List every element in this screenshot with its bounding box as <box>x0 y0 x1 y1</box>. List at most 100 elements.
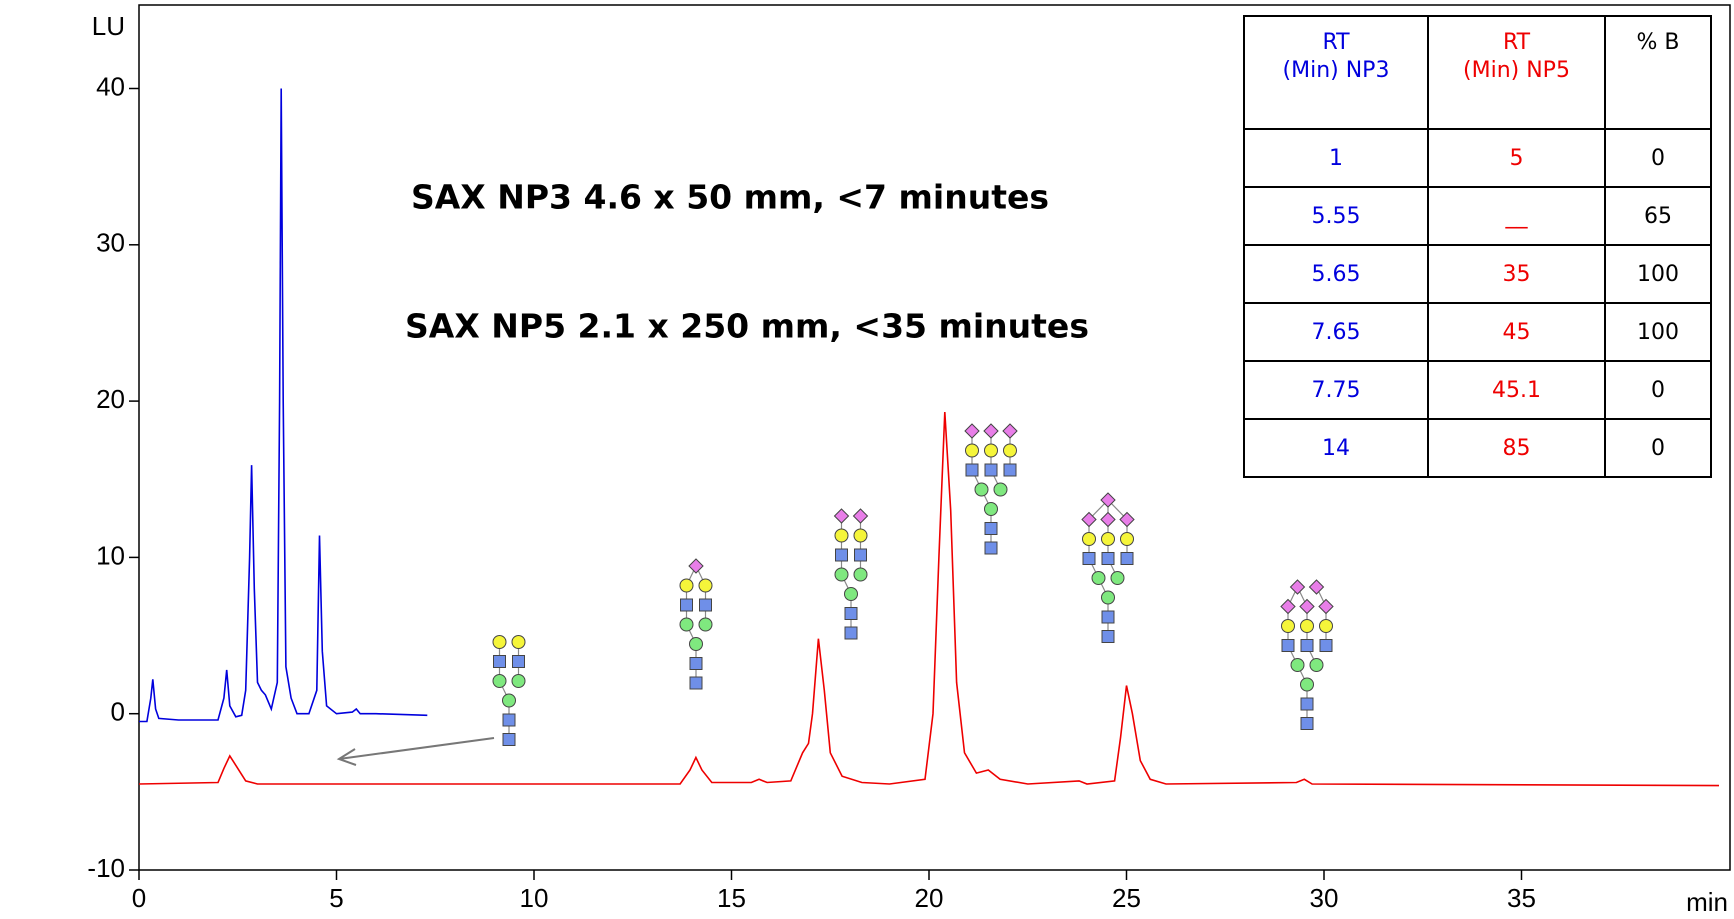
table-row: 5.55 __ 65 <box>1243 186 1712 246</box>
glycan-square <box>844 626 858 640</box>
glycan-circle <box>502 693 516 708</box>
glycan-square <box>1300 639 1314 652</box>
glycan-square <box>689 676 703 690</box>
glycan-diamond <box>964 423 980 439</box>
x-tick-label: 20 <box>915 883 944 913</box>
glycan-circle <box>1290 658 1305 672</box>
glycan-circle <box>834 567 849 582</box>
header-cell: % B <box>1604 15 1712 130</box>
table-cell: 35 <box>1427 244 1606 304</box>
glycan-square <box>689 657 703 670</box>
glycan-square <box>502 713 516 727</box>
glycan-circle <box>679 578 694 593</box>
glycan-circle <box>974 482 989 497</box>
x-tick-label: 25 <box>1112 883 1141 913</box>
glycan-circle <box>1300 677 1314 692</box>
glycan-diamond <box>1289 579 1306 595</box>
header-cell: RT (Min) NP3 <box>1243 15 1429 130</box>
table-cell: 0 <box>1604 418 1712 478</box>
glycan-circle <box>834 528 849 543</box>
header-text: RT <box>1502 30 1531 55</box>
trace <box>138 411 1720 787</box>
x-tick-label: 15 <box>717 883 746 913</box>
glycan-square <box>854 548 867 562</box>
glycan-diamond <box>833 508 850 524</box>
table-cell: 14 <box>1243 418 1429 478</box>
glycan-square <box>1281 639 1295 652</box>
glycan-diamond <box>1318 598 1334 615</box>
y-tick-label: 30 <box>96 228 125 258</box>
glycan-circle <box>1300 619 1314 633</box>
header-text: (Min) NP3 <box>1282 58 1390 83</box>
glycan-circle <box>984 502 998 516</box>
glycan-circle <box>1120 532 1134 546</box>
table-cell: 100 <box>1604 302 1712 362</box>
glycan-square <box>1101 610 1115 624</box>
y-tick-label: 20 <box>96 384 125 414</box>
glycan-circle <box>853 567 868 582</box>
x-tick-label: 0 <box>132 883 146 913</box>
glycan-square <box>1319 639 1333 652</box>
glycan-diamond <box>1308 579 1325 595</box>
y-axis-label: LU <box>92 11 125 41</box>
glycan-square <box>699 598 712 612</box>
table-cell: 1 <box>1243 128 1429 188</box>
header-text: RT <box>1322 30 1350 55</box>
arrow-head <box>336 748 357 766</box>
table-cell: 5 <box>1427 128 1606 188</box>
glycan-circle <box>698 617 713 632</box>
glycan-circle <box>679 617 694 632</box>
glycan-diamond <box>983 423 999 439</box>
glycan-square <box>680 598 693 612</box>
x-tick-label: 35 <box>1507 883 1536 913</box>
glycan-circle <box>1110 571 1125 585</box>
glycan-circle <box>1091 571 1106 585</box>
glycan-square <box>512 655 525 668</box>
glycan-circle <box>492 674 507 688</box>
x-tick-label: 30 <box>1310 883 1339 913</box>
glycan-circle <box>1101 532 1115 546</box>
table-row: 14 85 0 <box>1243 418 1712 478</box>
table-cell: 65 <box>1604 186 1712 246</box>
table-cell: 5.55 <box>1243 186 1429 246</box>
glycan-square <box>844 607 858 620</box>
table-row: 7.65 45 100 <box>1243 302 1712 362</box>
glycan-square <box>1101 552 1115 565</box>
glycan-square <box>965 463 979 477</box>
glycan-square <box>502 733 516 746</box>
glycan-circle <box>993 482 1008 497</box>
glycan-circle <box>844 587 858 601</box>
glycan-square <box>1003 463 1017 477</box>
trace <box>139 88 428 723</box>
x-tick-label: 10 <box>520 883 549 913</box>
gradient-table: RT (Min) NP3 RT (Min) NP5% B 1 5 0 5.55 __ 65 5.65… <box>1243 15 1712 478</box>
glycan-circle <box>511 674 526 688</box>
table-cell: 7.65 <box>1243 302 1429 362</box>
glycan-square <box>984 522 998 535</box>
header-cell: RT (Min) NP5 <box>1427 15 1606 130</box>
glycan-square <box>1120 552 1134 565</box>
glycan-circle <box>689 637 703 651</box>
glycan-square <box>1300 717 1314 730</box>
table-cell: 0 <box>1604 360 1712 420</box>
glycan-square <box>1082 552 1096 565</box>
glycan-square <box>1101 630 1115 643</box>
table-cell: 85 <box>1427 418 1606 478</box>
glycan-diamond <box>852 508 869 524</box>
header-text: (Min) NP5 <box>1463 58 1570 83</box>
glycan-circle <box>984 443 998 458</box>
glycan-diamond <box>1280 598 1296 615</box>
glycan-diamond <box>1081 511 1097 528</box>
glycan-diamond <box>1119 511 1135 528</box>
y-tick-label: -10 <box>87 853 125 883</box>
annotation: SAX NP3 4.6 x 50 mm, <7 minutes <box>411 178 1049 217</box>
table-cell: 7.75 <box>1243 360 1429 420</box>
table-cell: 45.1 <box>1427 360 1606 420</box>
glycan-square <box>493 655 506 668</box>
table-cell: 45 <box>1427 302 1606 362</box>
glycan-circle <box>492 635 507 649</box>
x-tick-label: 5 <box>329 883 343 913</box>
